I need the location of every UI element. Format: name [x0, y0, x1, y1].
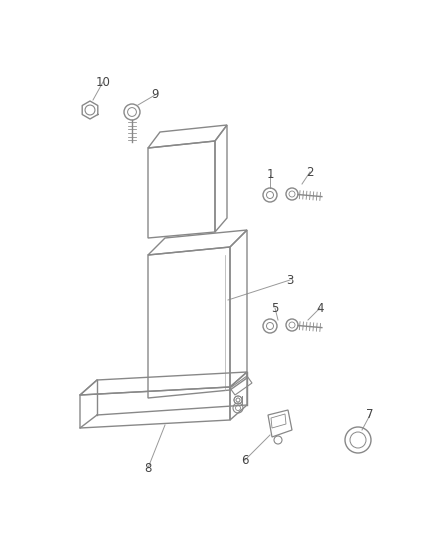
- Text: 5: 5: [271, 302, 279, 314]
- Text: 8: 8: [144, 462, 152, 474]
- Text: 3: 3: [286, 273, 294, 287]
- Text: 6: 6: [241, 454, 249, 466]
- Text: 4: 4: [316, 302, 324, 314]
- Text: 1: 1: [266, 168, 274, 182]
- Text: 9: 9: [151, 88, 159, 101]
- Text: 2: 2: [306, 166, 314, 179]
- Text: 10: 10: [95, 76, 110, 88]
- Text: 7: 7: [366, 408, 374, 422]
